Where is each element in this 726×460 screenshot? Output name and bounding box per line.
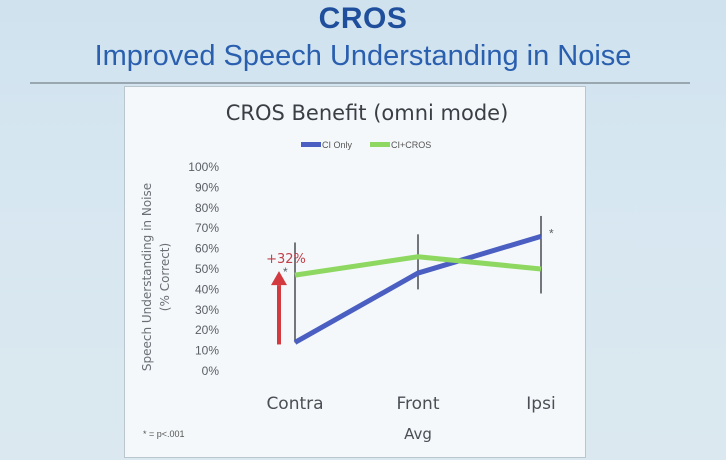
legend-label-ci-cros: CI+CROS: [391, 140, 431, 150]
error-bars: [294, 215, 542, 343]
series-line-ci-cros: [294, 254, 542, 278]
x-category-labels: Contra Front Ipsi: [266, 394, 555, 414]
x-category-label-ipsi: Ipsi: [526, 394, 555, 414]
x-category-label-contra: Contra: [266, 394, 323, 414]
y-tick-label-20: 20%: [195, 323, 219, 337]
y-axis-label-line2: (% Correct): [158, 243, 172, 311]
y-tick-label-0: 0%: [202, 364, 220, 378]
annotation-label: +32%: [266, 252, 306, 267]
line-chart: CROS Benefit (omni mode) CI Only CI+CROS…: [140, 101, 556, 443]
y-tick-label-60: 60%: [195, 242, 219, 256]
x-axis-label: Avg: [404, 425, 432, 443]
y-axis-label-line1: Speech Understanding in Noise: [140, 183, 154, 371]
y-tick-label-10: 10%: [195, 344, 219, 358]
y-tick-labels: 0% 10% 20% 30% 40% 50% 60% 70% 80% 90% 100%: [188, 160, 219, 378]
y-tick-label-70: 70%: [195, 221, 219, 235]
significance-markers: **: [283, 226, 554, 279]
legend-swatch-ci-cros: [370, 142, 390, 147]
y-tick-label-50: 50%: [195, 262, 219, 276]
y-axis-label: Speech Understanding in Noise (% Correct…: [140, 183, 172, 371]
significance-marker-contra: *: [283, 265, 288, 279]
benefit-annotation: +32%: [266, 252, 306, 345]
legend-label-ci-only: CI Only: [322, 140, 353, 150]
series-lines: [293, 233, 542, 345]
y-tick-label-80: 80%: [195, 201, 219, 215]
x-category-label-front: Front: [397, 394, 440, 414]
y-tick-label-90: 90%: [195, 180, 219, 194]
y-tick-label-100: 100%: [188, 160, 219, 174]
title-rule: [30, 82, 690, 84]
significance-marker-ipsi: *: [549, 226, 554, 240]
legend-swatch-ci-only: [301, 142, 321, 147]
chart-title: CROS Benefit (omni mode): [226, 101, 509, 125]
annotation-arrow-head: [271, 271, 287, 286]
y-tick-label-30: 30%: [195, 303, 219, 317]
slide-subtitle: Improved Speech Understanding in Noise: [94, 40, 632, 72]
y-tick-label-40: 40%: [195, 282, 219, 296]
series-line-ci-only: [293, 233, 542, 345]
legend: CI Only CI+CROS: [301, 140, 431, 150]
chart-panel: CROS Benefit (omni mode) CI Only CI+CROS…: [124, 86, 586, 458]
footnote: * = p<.001: [143, 429, 185, 439]
slide-title: CROS: [318, 2, 408, 35]
